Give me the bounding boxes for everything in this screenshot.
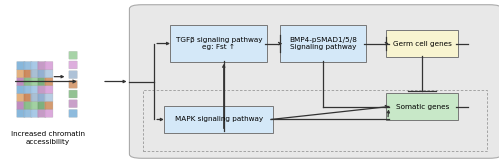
Text: TGFβ signaling pathway
eg: Fst ↑: TGFβ signaling pathway eg: Fst ↑ (176, 37, 262, 51)
FancyBboxPatch shape (30, 61, 39, 70)
FancyBboxPatch shape (69, 80, 78, 88)
FancyBboxPatch shape (38, 93, 46, 102)
FancyBboxPatch shape (30, 109, 39, 117)
Text: Somatic genes: Somatic genes (396, 104, 449, 110)
Text: Increased chromatin
accessibility: Increased chromatin accessibility (10, 131, 85, 145)
FancyBboxPatch shape (44, 101, 53, 110)
FancyBboxPatch shape (44, 77, 53, 86)
FancyBboxPatch shape (38, 101, 46, 110)
FancyBboxPatch shape (30, 69, 39, 78)
FancyBboxPatch shape (386, 93, 458, 120)
FancyBboxPatch shape (16, 85, 25, 94)
FancyBboxPatch shape (280, 25, 366, 62)
FancyBboxPatch shape (38, 85, 46, 94)
Text: Germ cell genes: Germ cell genes (393, 41, 452, 46)
FancyBboxPatch shape (24, 61, 32, 70)
FancyBboxPatch shape (16, 61, 25, 70)
Text: BMP4-pSMAD1/5/8
Signaling pathway: BMP4-pSMAD1/5/8 Signaling pathway (289, 37, 357, 50)
FancyBboxPatch shape (69, 71, 78, 79)
FancyBboxPatch shape (24, 109, 32, 117)
FancyBboxPatch shape (170, 25, 267, 62)
FancyBboxPatch shape (16, 109, 25, 117)
FancyBboxPatch shape (69, 90, 78, 98)
FancyBboxPatch shape (38, 77, 46, 86)
FancyBboxPatch shape (24, 101, 32, 110)
FancyBboxPatch shape (24, 77, 32, 86)
Text: MAPK signaling pathway: MAPK signaling pathway (174, 117, 263, 122)
FancyBboxPatch shape (24, 69, 32, 78)
FancyBboxPatch shape (44, 109, 53, 117)
FancyBboxPatch shape (30, 77, 39, 86)
FancyBboxPatch shape (38, 109, 46, 117)
FancyBboxPatch shape (30, 101, 39, 110)
FancyBboxPatch shape (24, 85, 32, 94)
FancyBboxPatch shape (16, 69, 25, 78)
FancyBboxPatch shape (30, 93, 39, 102)
FancyBboxPatch shape (44, 93, 53, 102)
FancyBboxPatch shape (30, 85, 39, 94)
FancyBboxPatch shape (24, 93, 32, 102)
FancyBboxPatch shape (69, 51, 78, 59)
FancyBboxPatch shape (164, 106, 274, 133)
FancyBboxPatch shape (16, 93, 25, 102)
FancyBboxPatch shape (386, 30, 458, 57)
FancyBboxPatch shape (69, 100, 78, 108)
FancyBboxPatch shape (69, 61, 78, 69)
FancyBboxPatch shape (130, 5, 500, 158)
FancyBboxPatch shape (44, 61, 53, 70)
FancyBboxPatch shape (38, 69, 46, 78)
FancyBboxPatch shape (69, 110, 78, 117)
FancyBboxPatch shape (38, 61, 46, 70)
FancyBboxPatch shape (16, 77, 25, 86)
FancyBboxPatch shape (16, 101, 25, 110)
FancyBboxPatch shape (44, 85, 53, 94)
Bar (143, 90, 487, 151)
FancyBboxPatch shape (44, 69, 53, 78)
